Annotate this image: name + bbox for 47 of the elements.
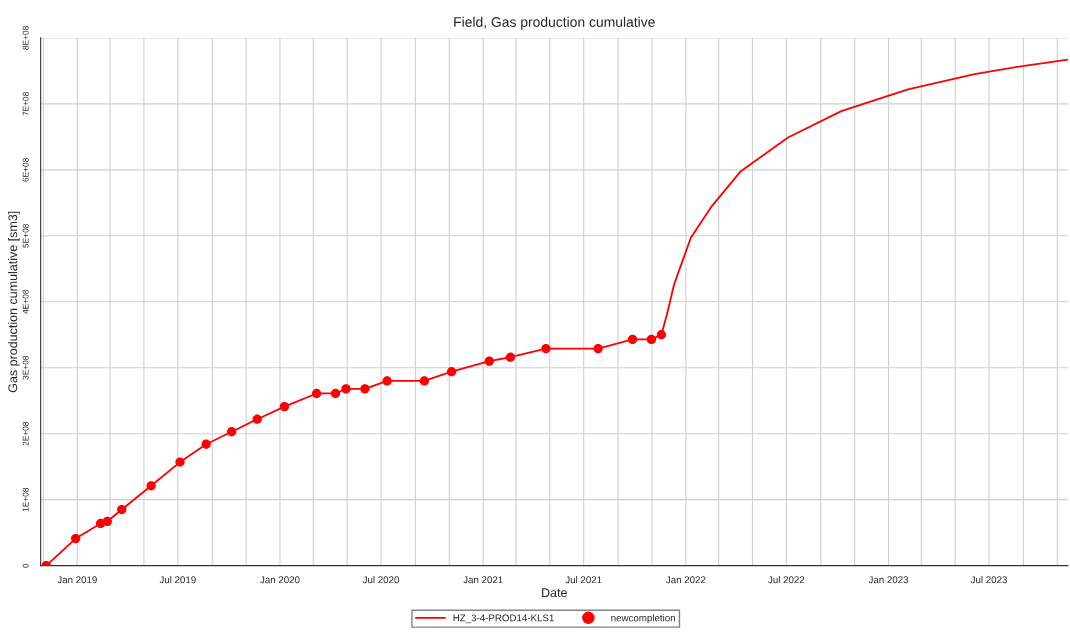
x-tick-label: Jul 2020	[362, 576, 400, 584]
y-axis-title: Gas production cumulative [sm3]	[8, 211, 20, 393]
point	[656, 330, 667, 340]
x-tick-label: Jan 2023	[868, 576, 909, 584]
point	[382, 376, 392, 386]
x-tick-label: Jan 2021	[463, 576, 503, 584]
point	[252, 414, 262, 424]
point	[70, 533, 81, 544]
point	[446, 367, 457, 377]
point	[341, 384, 351, 394]
x-axis-title: Date	[542, 588, 567, 598]
y-tick-label: 8E+08	[22, 26, 29, 50]
x-tick-label: Jan 2022	[666, 576, 706, 584]
point	[484, 356, 494, 366]
y-tick-label: 7E+08	[22, 92, 29, 116]
point	[175, 457, 185, 467]
point	[146, 481, 156, 491]
point	[627, 334, 638, 345]
point	[330, 388, 341, 399]
y-tick-label: 5E+08	[22, 224, 29, 248]
point	[279, 402, 290, 412]
x-tick-label: Jul 2021	[565, 576, 602, 584]
y-tick-label: 3E+08	[22, 355, 29, 380]
x-tick-label: Jul 2023	[970, 576, 1007, 584]
y-tick-label: 0	[22, 563, 29, 568]
legend-label: newcompletion	[611, 614, 675, 624]
point	[419, 376, 429, 386]
x-tick-label: Jan 2020	[260, 576, 300, 584]
legend-label: HZ_3-4-PROD14-KLS1	[453, 614, 554, 624]
point	[541, 343, 551, 354]
y-tick-label: 4E+08	[22, 289, 29, 314]
point	[505, 352, 516, 362]
point	[102, 516, 112, 527]
point	[227, 427, 237, 437]
point	[311, 388, 322, 399]
point	[201, 439, 211, 449]
y-tick-label: 1E+08	[22, 487, 29, 512]
point	[593, 343, 603, 354]
x-tick-label: Jan 2019	[57, 576, 97, 584]
point	[646, 334, 657, 345]
point	[360, 384, 370, 394]
x-tick-label: Jul 2019	[159, 576, 196, 584]
y-tick-label: 2E+08	[22, 421, 29, 446]
x-tick-label: Jul 2022	[768, 576, 805, 584]
point	[117, 504, 127, 515]
chart-title: Field, Gas production cumulative	[454, 16, 655, 30]
y-tick-label: 6E+08	[22, 158, 29, 182]
